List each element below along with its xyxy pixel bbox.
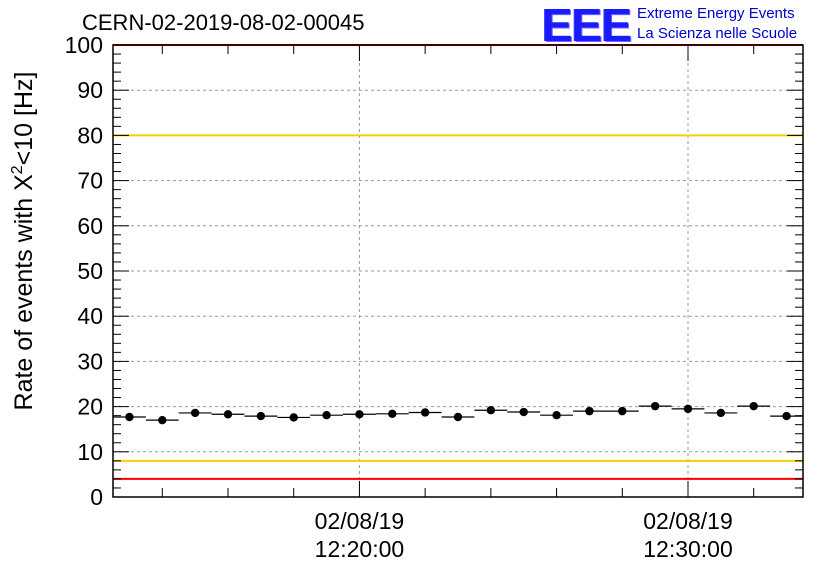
data-point xyxy=(453,412,463,422)
data-point-group xyxy=(343,410,376,419)
data-point xyxy=(716,408,726,418)
data-point-group xyxy=(605,406,639,416)
y-axis-label-suffix: <10 [Hz] xyxy=(10,72,38,166)
data-point-group xyxy=(671,404,705,414)
x-tick-label-time: 12:30:00 xyxy=(643,536,733,562)
y-tick-label: 30 xyxy=(77,348,103,374)
x-tick-label-date: 02/08/19 xyxy=(643,508,733,534)
data-point-group xyxy=(310,410,343,420)
data-point-group xyxy=(375,409,409,419)
data-point-group xyxy=(573,406,606,416)
data-point-group xyxy=(474,406,508,415)
data-point-group xyxy=(638,401,672,411)
data-point-group xyxy=(408,408,442,417)
y-axis-label: Rate of events with X2<10 [Hz] xyxy=(9,72,38,411)
data-point-group xyxy=(277,413,311,422)
data-point-group xyxy=(178,408,212,418)
y-tick-label: 20 xyxy=(77,394,103,420)
axis-labels: 010203040506070809010002/08/1912:20:0002… xyxy=(65,32,733,562)
y-tick-label: 100 xyxy=(65,32,103,58)
data-point xyxy=(420,408,430,417)
y-tick-label: 40 xyxy=(77,303,103,329)
grid-lines xyxy=(113,45,803,497)
data-point-group xyxy=(441,412,475,422)
data-point xyxy=(158,415,167,425)
y-tick-label: 80 xyxy=(77,122,103,148)
data-point xyxy=(256,411,266,421)
data-point xyxy=(519,407,528,417)
data-point xyxy=(322,410,331,420)
y-tick-label: 0 xyxy=(90,484,103,510)
y-tick-label: 70 xyxy=(77,168,103,194)
data-point-group xyxy=(211,410,245,419)
data-point xyxy=(552,410,561,420)
data-point xyxy=(388,409,397,419)
eee-logo-mark: EEE xyxy=(542,0,632,51)
data-points xyxy=(113,401,803,425)
run-title: CERN-02-2019-08-02-00045 xyxy=(82,10,365,35)
data-point xyxy=(749,401,758,411)
data-point-group xyxy=(770,411,803,421)
data-point-group xyxy=(507,407,541,417)
x-tick-label-time: 12:20:00 xyxy=(315,536,405,562)
data-point xyxy=(650,401,660,411)
y-axis-label-prefix: Rate of events with X xyxy=(10,174,38,411)
data-point xyxy=(585,406,594,416)
data-point-group xyxy=(540,410,573,420)
data-point-group xyxy=(704,408,738,418)
logo-subtitle-line-2: La Scienza nelle Scuole xyxy=(637,25,798,42)
data-point xyxy=(618,406,627,416)
logo-subtitle-line-1: Extreme Energy Events xyxy=(637,5,795,22)
data-point xyxy=(125,412,134,422)
y-tick-label: 50 xyxy=(77,258,103,284)
data-point-group xyxy=(113,412,146,422)
data-point xyxy=(355,410,364,419)
data-point-group xyxy=(244,411,278,421)
plot-frame xyxy=(112,44,804,498)
data-point xyxy=(782,411,791,421)
eee-logo: EEE Extreme Energy Events La Scienza nel… xyxy=(542,0,834,51)
data-point xyxy=(289,413,298,422)
data-point-group xyxy=(737,401,771,411)
data-point xyxy=(486,406,496,415)
y-axis-label-superscript: 2 xyxy=(9,165,26,174)
data-point xyxy=(683,404,693,414)
y-tick-label: 60 xyxy=(77,213,103,239)
y-tick-label: 90 xyxy=(77,77,103,103)
x-tick-label-date: 02/08/19 xyxy=(315,508,405,534)
data-point xyxy=(190,408,200,418)
data-point-group xyxy=(145,415,179,425)
y-tick-label: 10 xyxy=(77,439,103,465)
data-point xyxy=(223,410,233,419)
